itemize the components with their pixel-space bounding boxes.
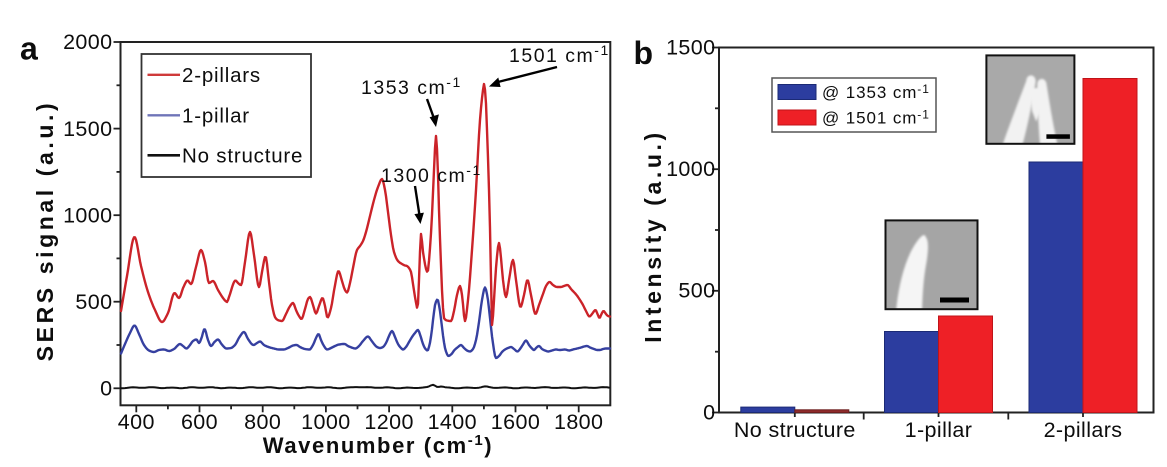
svg-text:400: 400 — [118, 410, 155, 434]
svg-text:1000: 1000 — [666, 157, 715, 181]
svg-text:No structure: No structure — [734, 418, 856, 442]
svg-text:Intensity (a.u.): Intensity (a.u.) — [640, 129, 666, 343]
svg-text:1000: 1000 — [63, 203, 112, 227]
svg-text:1800: 1800 — [554, 410, 603, 434]
svg-text:@ 1353 cm-1: @ 1353 cm-1 — [822, 82, 930, 102]
svg-text:600: 600 — [181, 410, 218, 434]
svg-text:1-pillar: 1-pillar — [905, 418, 973, 442]
svg-text:1200: 1200 — [364, 410, 413, 434]
svg-text:1500: 1500 — [666, 35, 715, 59]
svg-text:0: 0 — [703, 400, 715, 424]
svg-text:1300 cm-1: 1300 cm-1 — [381, 162, 482, 187]
svg-text:2-pillars: 2-pillars — [1044, 418, 1123, 442]
svg-text:2000: 2000 — [63, 30, 112, 54]
svg-text:1-pillar: 1-pillar — [182, 105, 250, 128]
svg-text:1501 cm-1: 1501 cm-1 — [509, 42, 610, 67]
svg-text:1400: 1400 — [428, 410, 477, 434]
svg-text:1500: 1500 — [63, 117, 112, 141]
svg-text:1600: 1600 — [491, 410, 540, 434]
svg-text:SERS signal (a.u.): SERS signal (a.u.) — [32, 100, 58, 362]
svg-text:1000: 1000 — [301, 410, 350, 434]
svg-text:2-pillars: 2-pillars — [182, 64, 261, 87]
svg-text:Wavenumber (cm-1): Wavenumber (cm-1) — [263, 432, 493, 458]
svg-text:b: b — [634, 35, 654, 71]
svg-text:1353 cm-1: 1353 cm-1 — [361, 74, 462, 99]
svg-text:0: 0 — [100, 377, 112, 401]
svg-text:a: a — [20, 31, 38, 67]
svg-text:@ 1501 cm-1: @ 1501 cm-1 — [822, 108, 930, 128]
svg-text:800: 800 — [244, 410, 281, 434]
svg-text:500: 500 — [75, 290, 112, 314]
svg-text:No structure: No structure — [182, 145, 303, 168]
svg-text:500: 500 — [678, 279, 715, 303]
